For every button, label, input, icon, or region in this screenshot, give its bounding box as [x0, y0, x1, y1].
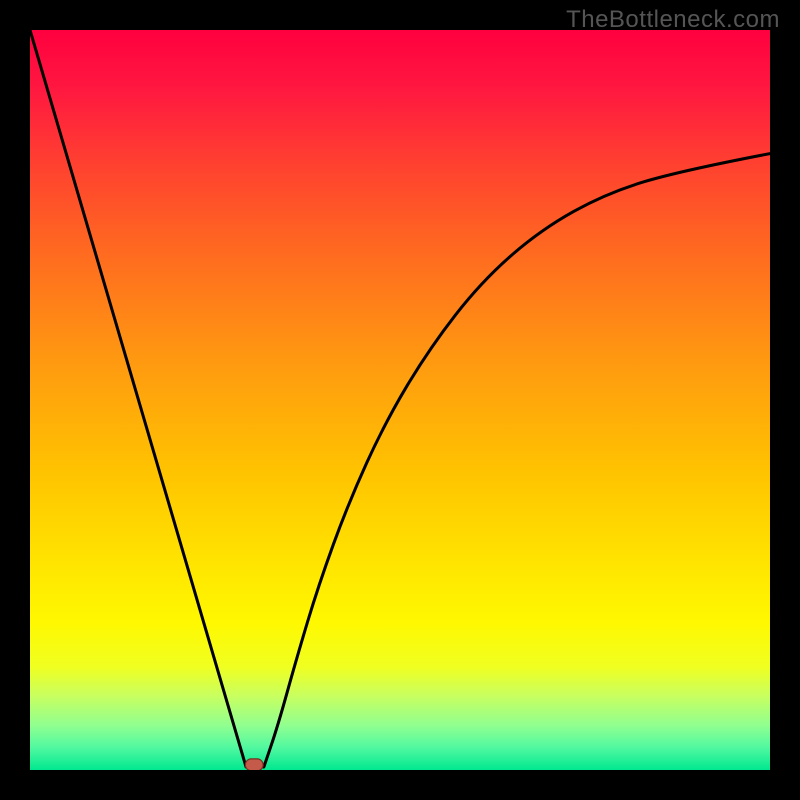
- plot-area: [30, 30, 770, 770]
- bottleneck-chart: [30, 30, 770, 770]
- optimum-marker: [245, 759, 263, 770]
- chart-outer-frame: TheBottleneck.com: [0, 0, 800, 800]
